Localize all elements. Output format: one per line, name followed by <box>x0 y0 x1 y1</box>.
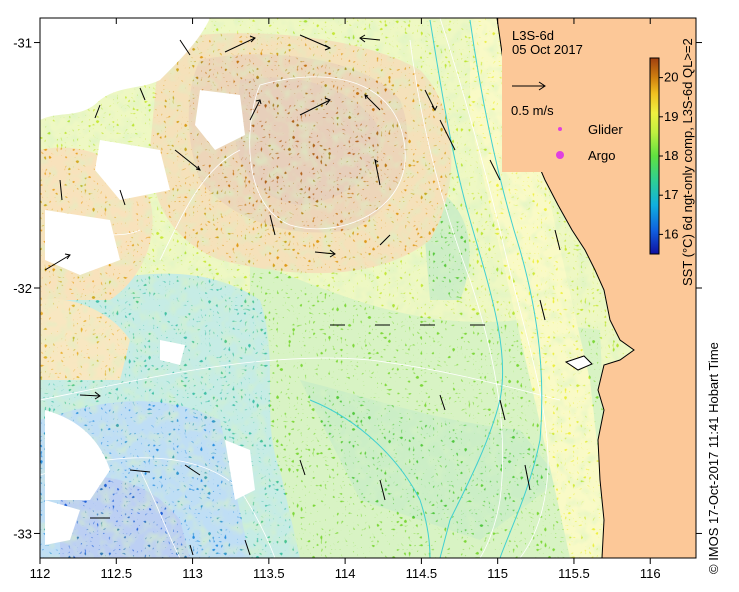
rottnest-island <box>564 355 593 371</box>
x-tick-label: 116 <box>640 566 661 581</box>
colorbar-tick-label: 16 <box>664 226 678 241</box>
y-tick-label: -33 <box>13 526 32 541</box>
current-vectors <box>44 34 561 556</box>
colorbar-tick-label: 18 <box>664 148 678 163</box>
argo-label: Argo <box>588 148 615 163</box>
colorbar-tick-label: 19 <box>664 109 678 124</box>
x-tick-label: 112.5 <box>100 566 132 581</box>
argo-marker-icon <box>556 151 564 159</box>
sst-field <box>40 18 696 558</box>
date-label: 05 Oct 2017 <box>512 42 583 57</box>
product-label: L3S-6d <box>512 28 554 43</box>
scale-label: 0.5 m/s <box>511 103 554 118</box>
x-tick-label: 113 <box>182 566 203 581</box>
colorbar-tick-label: 17 <box>664 187 678 202</box>
bathymetry-contours <box>309 19 543 559</box>
x-tick-label: 113.5 <box>253 566 285 581</box>
x-tick-label: 112 <box>30 566 51 581</box>
colorbar: 20 19 18 17 16 SST (°C) 6d ngt-only comp, L3… <box>649 38 695 286</box>
cloud-gaps <box>40 18 255 545</box>
y-tick-label: -31 <box>13 36 32 51</box>
x-axis: 112 112.5 113 113.5 114 114.5 115 115.5 116 <box>30 18 661 581</box>
glider-label: Glider <box>588 122 623 137</box>
x-tick-label: 114 <box>335 566 356 581</box>
x-tick-label: 114.5 <box>406 566 438 581</box>
y-axis: -31 -32 -33 <box>13 36 702 541</box>
map-legend: L3S-6d 05 Oct 2017 0.5 m/s Glider Argo <box>502 22 642 172</box>
y-tick-label: -32 <box>13 281 32 296</box>
glider-marker-icon <box>558 127 562 131</box>
colorbar-scale <box>649 57 660 255</box>
x-tick-label: 115.5 <box>558 566 590 581</box>
contours <box>39 17 561 559</box>
colorbar-tick-label: 20 <box>664 70 678 85</box>
colorbar-title: SST (°C) 6d ngt-only comp, L3S-6d QL>=2 <box>680 38 695 286</box>
credit-line: © IMOS 17-Oct-2017 11:41 Hobart Time <box>706 342 721 574</box>
x-tick-label: 115 <box>487 566 508 581</box>
